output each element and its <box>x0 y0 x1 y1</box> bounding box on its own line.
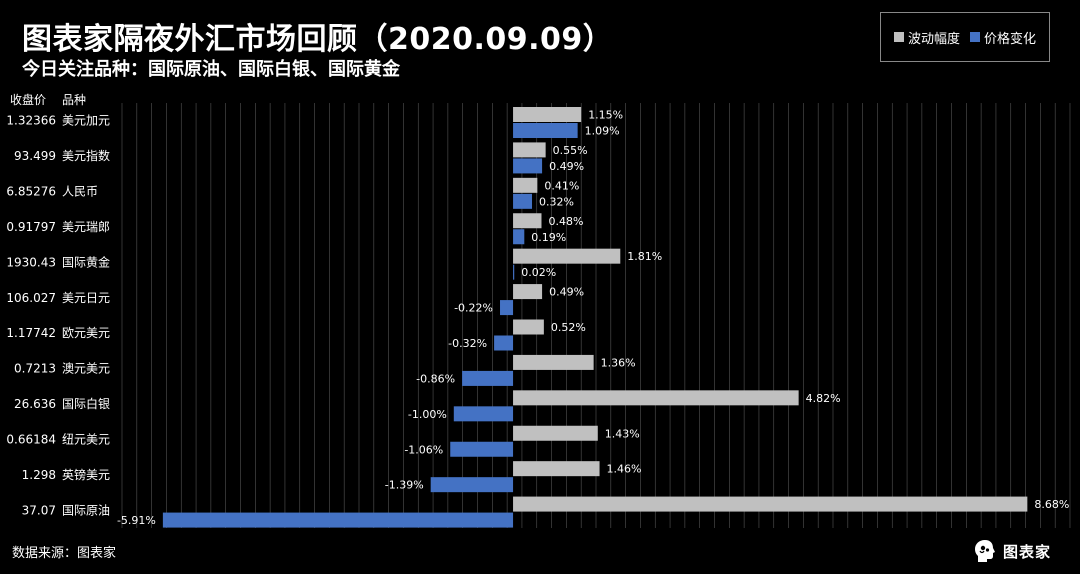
closing-price-label: 6.85276 <box>6 185 56 199</box>
closing-price-label: 93.499 <box>14 149 56 163</box>
category-label: 英镑美元 <box>62 467 110 482</box>
change-bar <box>462 370 514 386</box>
change-bar <box>513 123 578 138</box>
change-bar <box>513 158 543 174</box>
change-bar <box>500 300 514 316</box>
category-label: 美元瑞郎 <box>62 220 110 234</box>
legend-item-range: 波动幅度 <box>893 28 960 47</box>
closing-price-label: 1.298 <box>22 468 56 482</box>
change-bar <box>450 441 514 457</box>
legend-swatch-change <box>970 32 980 42</box>
closing-price-label: 1.32366 <box>6 114 56 128</box>
range-data-label: 1.15% <box>588 109 623 122</box>
range-data-label: 1.36% <box>601 356 636 369</box>
closing-price-label: 26.636 <box>14 397 56 411</box>
closing-price-label: 1.17742 <box>6 326 56 340</box>
legend-swatch-range <box>893 32 904 42</box>
category-label: 国际白银 <box>62 396 110 411</box>
change-data-label: -1.00% <box>408 408 447 421</box>
range-bar <box>513 496 1028 512</box>
name-column-header: 品种 <box>62 93 87 107</box>
range-bar <box>513 425 598 441</box>
range-bar <box>513 107 582 122</box>
change-data-label: 0.32% <box>539 195 574 208</box>
closing-price-label: 0.66184 <box>6 432 56 446</box>
closing-price-label: 0.7213 <box>14 362 56 376</box>
range-bar <box>513 354 594 370</box>
change-bar <box>513 264 515 280</box>
category-label: 国际黄金 <box>62 254 110 269</box>
range-data-label: 0.52% <box>551 321 586 334</box>
chart-legend: 波动幅度 价格变化 <box>880 12 1050 62</box>
closing-price-label: 37.07 <box>22 503 56 517</box>
category-label: 美元加元 <box>62 114 110 128</box>
change-data-label: 0.19% <box>531 231 566 244</box>
change-data-label: 0.49% <box>549 160 584 173</box>
data-source: 数据来源：图表家 <box>12 546 117 561</box>
range-data-label: 1.81% <box>627 250 662 263</box>
range-bar <box>513 390 799 406</box>
change-data-label: -5.91% <box>117 514 156 527</box>
closing-price-label: 106.027 <box>6 291 56 305</box>
range-bar <box>513 248 621 264</box>
page-subtitle: 今日关注品种：国际原油、国际白银、国际黄金 <box>22 59 400 80</box>
range-data-label: 1.43% <box>605 427 640 440</box>
range-bar <box>513 142 546 158</box>
category-label: 美元日元 <box>62 291 110 305</box>
category-label: 人民币 <box>62 185 98 199</box>
legend-item-change: 价格变化 <box>970 28 1036 47</box>
change-data-label: 1.09% <box>585 125 620 138</box>
change-data-label: -0.22% <box>454 302 493 315</box>
category-label: 澳元美元 <box>62 362 110 376</box>
change-bar <box>162 512 514 528</box>
range-data-label: 0.41% <box>544 179 579 192</box>
change-bar <box>494 335 514 351</box>
range-data-label: 4.82% <box>806 392 841 405</box>
closing-price-label: 1930.43 <box>6 255 56 269</box>
category-label: 纽元美元 <box>62 432 110 446</box>
change-data-label: 0.02% <box>521 266 556 279</box>
page-title: 图表家隔夜外汇市场回顾（2020.09.09） <box>22 22 614 57</box>
category-label: 国际原油 <box>62 503 110 517</box>
range-bar <box>513 177 538 193</box>
price-column-header: 收盘价 <box>10 93 47 107</box>
change-bar <box>453 406 514 422</box>
change-data-label: -0.32% <box>448 337 487 350</box>
range-data-label: 1.46% <box>607 463 642 476</box>
range-data-label: 0.48% <box>548 215 583 228</box>
change-data-label: -1.39% <box>385 479 424 492</box>
range-bar <box>513 284 543 300</box>
category-label: 美元指数 <box>62 148 110 163</box>
range-data-label: 8.68% <box>1034 498 1069 511</box>
range-bar <box>513 319 544 335</box>
range-bar <box>513 213 542 229</box>
range-data-label: 0.49% <box>549 286 584 299</box>
change-bar <box>513 229 525 245</box>
change-bar <box>513 193 533 209</box>
category-label: 欧元美元 <box>62 326 110 340</box>
range-bar <box>513 461 600 477</box>
change-data-label: -1.06% <box>404 443 443 456</box>
legend-label-range: 波动幅度 <box>907 31 960 47</box>
brain-head-icon <box>975 540 995 562</box>
change-bar <box>430 477 514 493</box>
brand-name: 图表家 <box>1003 542 1052 561</box>
change-data-label: -0.86% <box>416 372 455 385</box>
legend-label-change: 价格变化 <box>984 31 1037 47</box>
brand-logo: 图表家 <box>972 538 1051 564</box>
range-data-label: 0.55% <box>553 144 588 157</box>
closing-price-label: 0.91797 <box>6 220 56 234</box>
